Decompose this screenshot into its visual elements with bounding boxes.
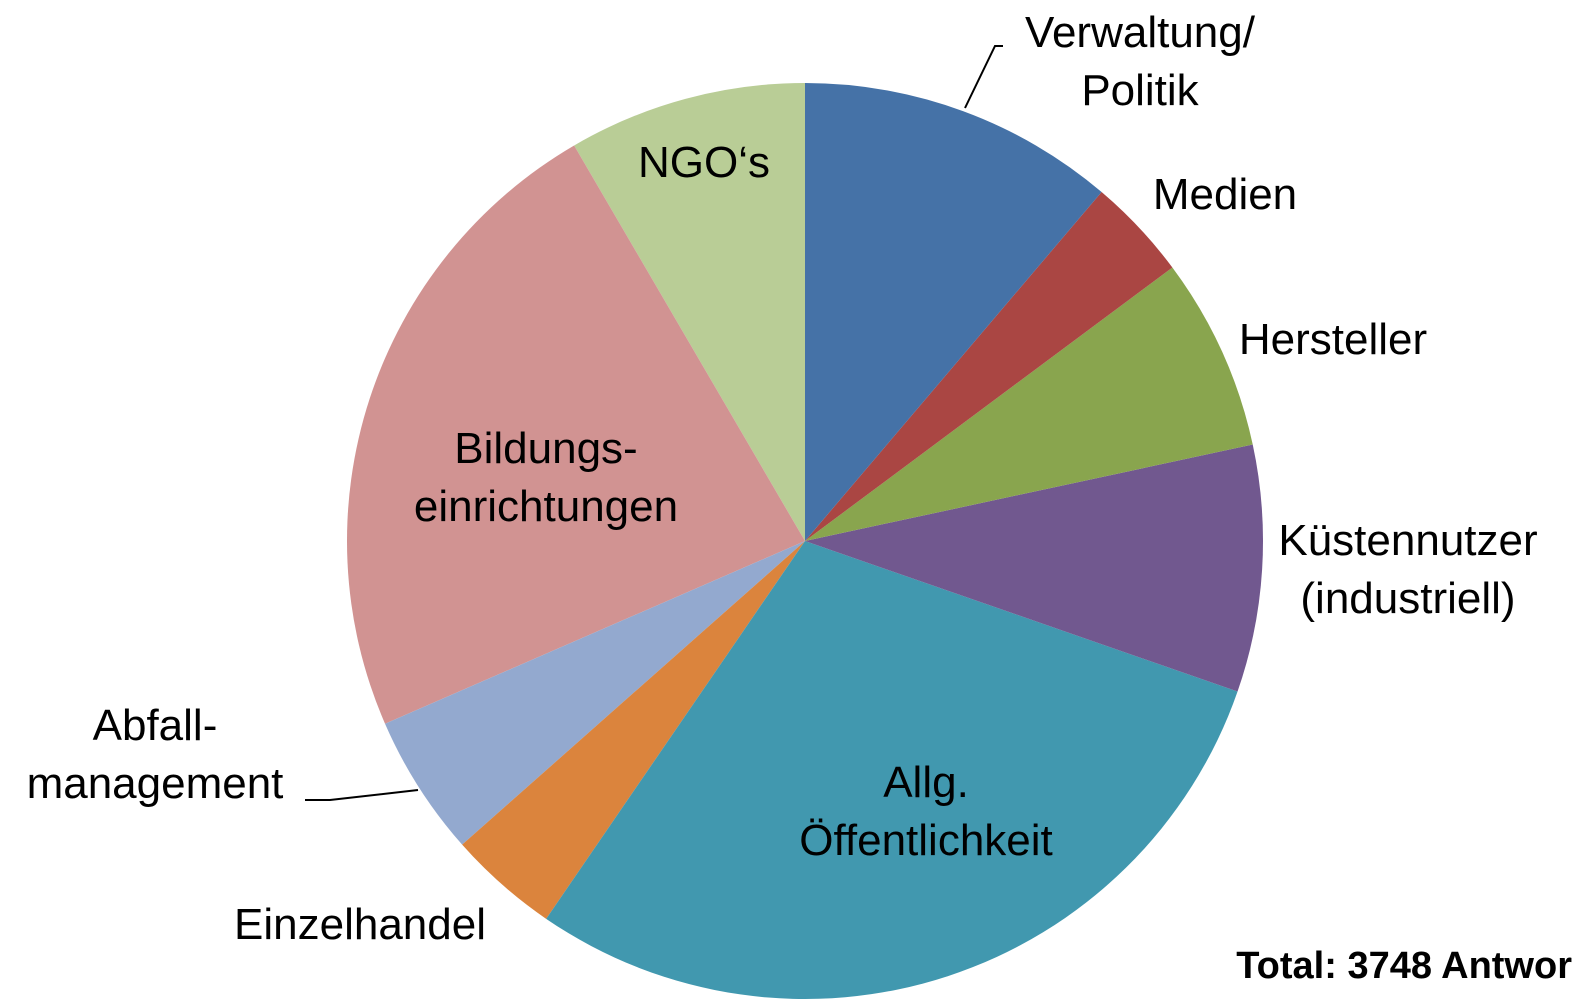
slice-label: Verwaltung/ Politik [1025,8,1255,115]
pie-slice [546,541,1238,999]
pie-slice [385,541,805,845]
slice-label: NGO‘s [638,138,770,187]
slice-label: Hersteller [1238,315,1428,364]
pie-slice [347,145,805,724]
slice-label: Bildungs- einrichtungen [413,424,679,531]
pie-slice [805,444,1263,692]
pie-slice [574,83,805,541]
slice-label: Küstennutzer (industriell) [1278,516,1538,623]
slice-label: Abfall- management [26,701,284,808]
pie-slice [805,83,1102,541]
total-note: Total: 3748 Antwor [1236,945,1572,987]
leader-line [964,45,1003,109]
pie-slice [805,267,1253,541]
leader-line [305,789,419,801]
slice-label: Einzelhandel [234,900,486,949]
slice-label: Allg. Öffentlichkeit [799,758,1053,865]
pie-slice [805,192,1173,541]
slice-label: Medien [1152,170,1298,219]
pie-slice [462,541,805,919]
